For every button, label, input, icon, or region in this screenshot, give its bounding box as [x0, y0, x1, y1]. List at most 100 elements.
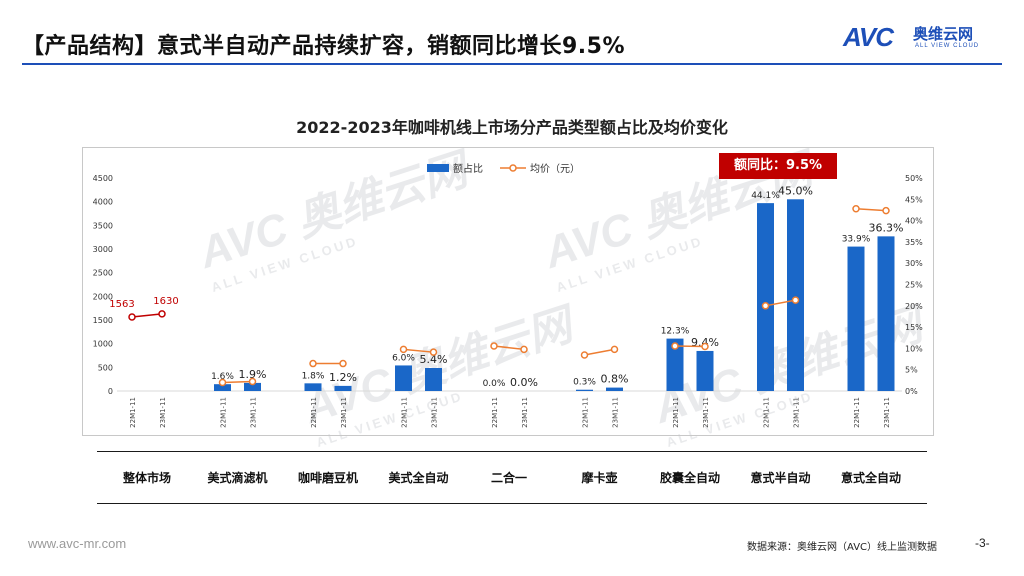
- share-bar: [696, 350, 714, 391]
- share-bar: [244, 382, 261, 391]
- x-tick-label: 22M1-11: [129, 397, 137, 428]
- x-tick-label: 22M1-11: [401, 397, 409, 428]
- share-bar: [757, 203, 774, 391]
- y-right-tick-label: 10%: [905, 344, 923, 353]
- page-title: 【产品结构】意式半自动产品持续扩容，销额同比增长9.5%: [22, 34, 626, 59]
- share-data-label: 0.0%: [483, 379, 506, 389]
- price-point: [701, 342, 709, 351]
- page-number: -3-: [975, 536, 990, 550]
- category-label: 美式全自动: [388, 471, 449, 485]
- legend-line-label: 均价（元）: [530, 163, 580, 175]
- y-left-tick-label: 4000: [93, 198, 113, 207]
- share-data-label: 1.2%: [329, 371, 357, 384]
- category-label: 意式全自动: [840, 471, 901, 485]
- footer-url: www.avc-mr.com: [28, 536, 127, 551]
- chart-title: 2022-2023年咖啡机线上市场分产品类型额占比及均价变化: [296, 118, 728, 137]
- price-point: [248, 377, 257, 386]
- chart-frame: [82, 147, 934, 436]
- y-left-tick-label: 500: [98, 363, 113, 372]
- x-tick-label: 23M1-11: [702, 397, 710, 428]
- price-point: [580, 351, 589, 359]
- y-right-tick-label: 25%: [905, 281, 923, 290]
- y-right-tick-label: 40%: [905, 217, 923, 226]
- price-point: [128, 313, 136, 321]
- share-bar: [395, 365, 412, 391]
- x-tick-label: 23M1-11: [431, 397, 439, 428]
- share-data-label: 0.8%: [601, 373, 629, 386]
- price-point: [852, 205, 860, 213]
- share-bar: [576, 389, 593, 391]
- price-point: [339, 359, 347, 368]
- share-bar: [425, 367, 442, 391]
- y-left-tick-label: 3000: [93, 245, 113, 254]
- price-point: [882, 206, 890, 215]
- x-tick-label: 22M1-11: [582, 397, 590, 428]
- logo-english-name: ALL VIEW CLOUD: [915, 43, 980, 49]
- x-tick-label: 22M1-11: [310, 397, 318, 428]
- y-right-tick-label: 30%: [905, 259, 923, 268]
- y-right-tick-label: 15%: [905, 323, 923, 332]
- price-point: [429, 348, 438, 356]
- share-data-label: 0.0%: [510, 376, 538, 389]
- y-right-tick-label: 50%: [905, 174, 923, 183]
- share-data-label: 1.6%: [211, 372, 234, 382]
- y-left-tick-label: 3500: [93, 221, 113, 230]
- y-left-tick-label: 4500: [93, 174, 113, 183]
- category-label: 胶囊全自动: [659, 471, 720, 485]
- share-data-label: 44.1%: [751, 191, 780, 201]
- share-data-label: 33.9%: [842, 235, 871, 245]
- x-tick-label: 23M1-11: [521, 397, 529, 428]
- x-tick-label: 23M1-11: [883, 397, 891, 428]
- share-data-label: 1.9%: [239, 368, 267, 381]
- share-bar: [334, 385, 352, 391]
- y-left-tick-label: 1500: [93, 316, 113, 325]
- category-label: 摩卡壶: [581, 471, 618, 485]
- y-left-tick-label: 1000: [93, 340, 113, 349]
- logo-wordmark: AVC: [843, 22, 894, 52]
- y-right-tick-label: 0%: [905, 387, 918, 396]
- x-tick-label: 22M1-11: [491, 397, 499, 428]
- x-tick-label: 22M1-11: [763, 397, 771, 428]
- data-source: 数据来源：奥维云网（AVC）线上监测数据: [747, 542, 938, 553]
- category-rule-bottom: [97, 503, 927, 504]
- yoy-callout: 额同比：9.5%: [719, 153, 837, 179]
- share-data-label: 0.3%: [573, 378, 596, 388]
- x-tick-label: 23M1-11: [793, 397, 801, 428]
- y-left-tick-label: 0: [108, 387, 113, 396]
- share-data-label: 12.3%: [661, 327, 690, 337]
- price-point: [309, 359, 317, 368]
- y-left-tick-label: 2000: [93, 292, 113, 301]
- share-data-label: 36.3%: [869, 221, 904, 234]
- price-point: [158, 310, 166, 318]
- y-right-tick-label: 45%: [905, 195, 923, 204]
- price-data-label: 1563: [109, 299, 134, 310]
- share-bar: [847, 246, 865, 391]
- x-tick-label: 22M1-11: [853, 397, 861, 428]
- share-data-label: 45.0%: [778, 184, 813, 197]
- price-point: [610, 345, 619, 354]
- header-rule: [22, 63, 1002, 65]
- category-label: 意式半自动: [750, 471, 811, 485]
- legend-bar-label: 额占比: [453, 162, 483, 175]
- x-tick-label: 22M1-11: [672, 397, 680, 428]
- x-tick-label: 23M1-11: [612, 397, 620, 428]
- category-rule-top: [97, 451, 927, 452]
- price-line-segment: [131, 313, 163, 318]
- x-tick-label: 23M1-11: [340, 397, 348, 428]
- price-point: [218, 378, 227, 387]
- share-bar: [787, 199, 804, 391]
- share-bar: [606, 387, 623, 391]
- category-label: 整体市场: [122, 471, 171, 485]
- x-tick-label: 23M1-11: [250, 397, 258, 428]
- legend-bar-swatch: [427, 164, 449, 172]
- category-label: 美式滴滤机: [207, 471, 268, 485]
- price-point: [520, 345, 528, 354]
- price-line-segment: [493, 345, 525, 351]
- price-point: [399, 345, 408, 354]
- y-right-tick-label: 5%: [905, 366, 918, 375]
- price-data-label: 1630: [153, 296, 178, 307]
- y-right-tick-label: 20%: [905, 302, 923, 311]
- y-left-tick-label: 2500: [93, 269, 113, 278]
- share-data-label: 1.8%: [302, 371, 325, 381]
